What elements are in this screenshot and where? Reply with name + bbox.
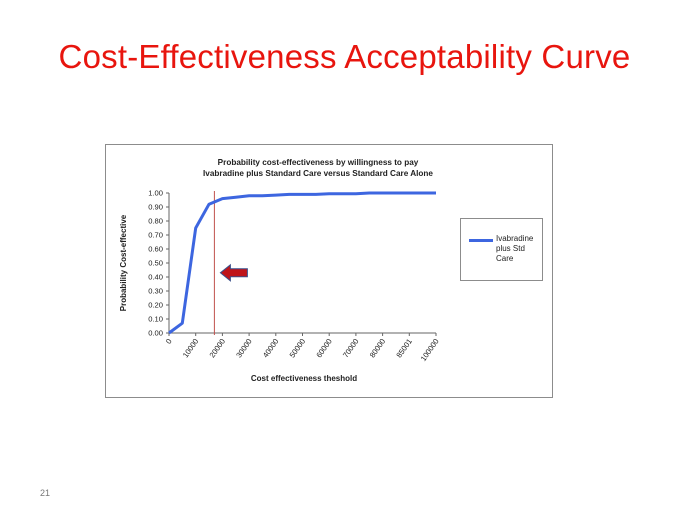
chart-svg: Probability cost-effectiveness by willin… xyxy=(119,158,441,383)
plot-group xyxy=(168,191,436,335)
y-axis-label: Probability Cost-effective xyxy=(119,214,128,311)
x-tick-label: 80000 xyxy=(368,337,387,359)
x-tick-label: 10000 xyxy=(181,337,200,359)
y-tick-label: 0.90 xyxy=(148,203,163,212)
y-tick-label: 0.30 xyxy=(148,287,163,296)
x-tick-label: 40000 xyxy=(261,337,280,359)
y-tick-label: 0.80 xyxy=(148,217,163,226)
x-tick-label: 50000 xyxy=(288,337,307,359)
x-tick-label: 30000 xyxy=(234,337,253,359)
legend-label: Ivabradine plus Std Care xyxy=(496,234,534,263)
y-axis-group: 0.00 0.10 0.20 0.30 0.40 0.50 0.60 0.70 0.80 0.90… xyxy=(148,189,170,338)
series-line xyxy=(168,191,436,335)
y-tick-label: 0.60 xyxy=(148,245,163,254)
y-tick-label: 0.70 xyxy=(148,231,163,240)
y-tick-label: 0.50 xyxy=(148,259,163,268)
x-tick-label: 100000 xyxy=(419,337,441,363)
x-tick-label: 70000 xyxy=(341,337,360,359)
y-tick-label: 1.00 xyxy=(148,189,163,198)
x-tick-label: 85001 xyxy=(394,337,413,359)
legend-swatch xyxy=(469,239,493,242)
chart-title-line-2: Ivabradine plus Standard Care versus Sta… xyxy=(203,169,433,178)
x-axis-label: Cost effectiveness theshold xyxy=(251,374,357,383)
slide-number: 21 xyxy=(40,488,51,498)
y-tick-label: 0.10 xyxy=(148,315,163,324)
arrow-annotation-icon xyxy=(219,263,248,282)
x-tick-label: 0 xyxy=(164,337,174,346)
x-axis-group: 0 10000 20000 30000 40000 50000 60000 70000 8000… xyxy=(164,332,441,363)
chart-title-line-1: Probability cost-effectiveness by willin… xyxy=(218,158,419,167)
x-tick-label: 20000 xyxy=(208,337,227,359)
y-tick-label: 0.40 xyxy=(148,273,163,282)
y-tick-label: 0.00 xyxy=(148,329,163,338)
y-tick-label: 0.20 xyxy=(148,301,163,310)
slide-title: Cost-Effectiveness Acceptability Curve xyxy=(58,38,631,75)
legend: Ivabradine plus Std Care xyxy=(460,218,543,281)
x-tick-label: 60000 xyxy=(314,337,333,359)
